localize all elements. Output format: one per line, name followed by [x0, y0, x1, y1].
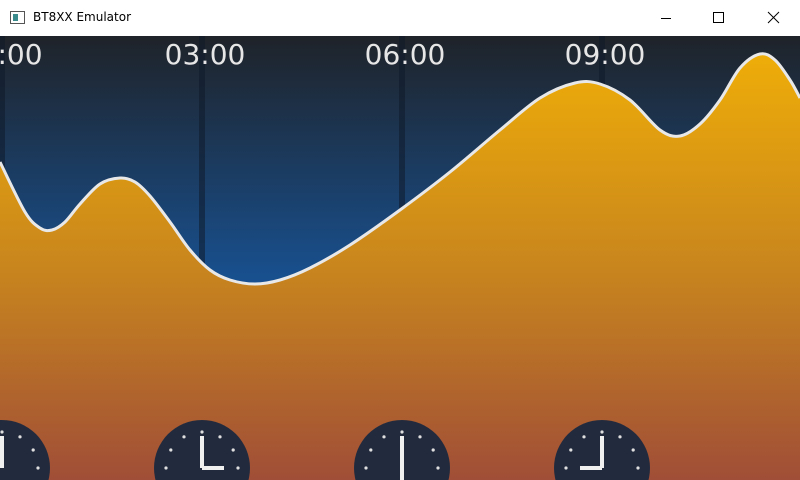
area [0, 53, 800, 480]
app-icon [10, 11, 25, 24]
clock-dot [31, 448, 35, 452]
time-marker [199, 36, 205, 416]
time-label: 09:00 [565, 38, 646, 71]
clock-dot [631, 448, 635, 452]
time-label: 06:00 [365, 38, 446, 71]
maximize-button[interactable] [713, 12, 724, 23]
clock [0, 420, 50, 480]
clock [354, 420, 450, 480]
clock-dot [36, 466, 40, 470]
clock-dot [418, 435, 422, 439]
clock-dot [169, 448, 173, 452]
clock-dot [400, 430, 404, 434]
clock-dot [582, 435, 586, 439]
clock-dot [231, 448, 235, 452]
clock [554, 420, 650, 480]
clock-dot [600, 430, 604, 434]
clock-dot [569, 448, 573, 452]
time-label: 03:00 [165, 38, 246, 71]
clock-dot [431, 448, 435, 452]
clock-dot [436, 466, 440, 470]
title-bar: BT8XX Emulator [0, 0, 800, 36]
window-title: BT8XX Emulator [33, 10, 131, 24]
clock-dot [636, 466, 640, 470]
time-label: :00 [0, 38, 43, 71]
clock-dot [18, 435, 22, 439]
clock-dot [369, 448, 373, 452]
window-controls[interactable] [650, 0, 800, 36]
clock-face [0, 420, 50, 480]
close-button[interactable] [767, 11, 780, 24]
clock-dot [564, 466, 568, 470]
clock-dot [218, 435, 222, 439]
clock-dot [236, 466, 240, 470]
clock-dot [182, 435, 186, 439]
clock-dot [382, 435, 386, 439]
clock-dot [200, 430, 204, 434]
clock-dot [364, 466, 368, 470]
clock-dot [164, 466, 168, 470]
curve [0, 52, 800, 286]
clock-dot [0, 430, 4, 434]
clock-dot [618, 435, 622, 439]
clock [154, 420, 250, 480]
